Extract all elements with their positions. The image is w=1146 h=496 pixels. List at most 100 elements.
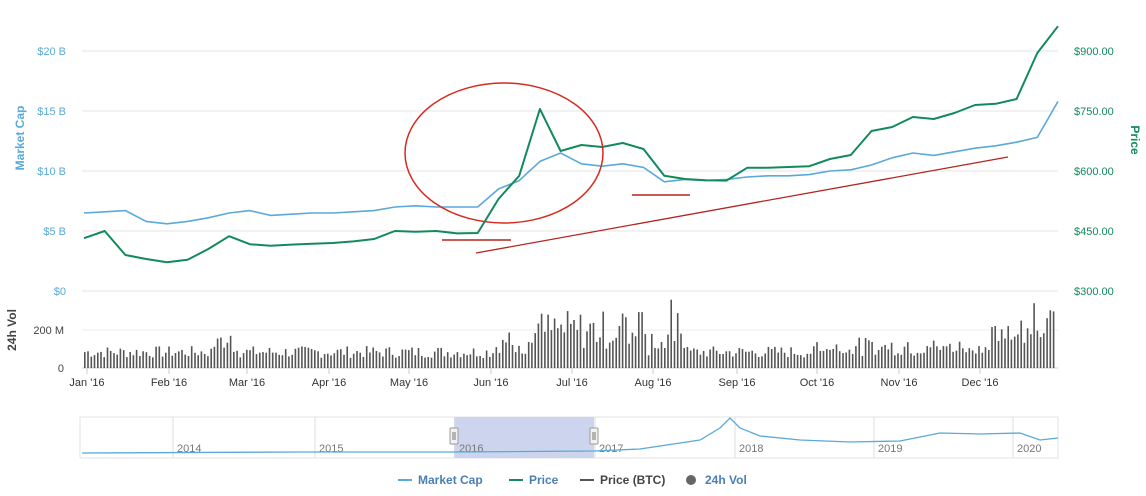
volume-bar [579,314,582,368]
volume-bar [851,353,854,368]
navigator[interactable]: 2014 2015 2016 2017 2018 2019 2020 [79,416,1059,459]
legend-item-0[interactable]: Market Cap [398,473,483,487]
volume-bar [534,333,536,368]
volume-bar [754,353,757,368]
volume-bar [365,346,368,368]
volume-bar [608,342,611,368]
volume-bar [508,332,510,368]
navigator-year-5: 2019 [878,443,902,455]
volume-bar [722,354,724,368]
volume-bar [398,356,400,368]
volume-bar [255,354,258,368]
volume-bar [806,353,809,368]
volume-bar [715,350,718,368]
navigator-year-3: 2017 [599,443,623,455]
volume-bar [955,350,958,368]
volume-bar [246,349,248,368]
handle-body [589,427,599,445]
volume-bar [297,347,300,368]
volume-bar [894,355,896,368]
volume-bar [395,357,397,368]
navigator-right-handle[interactable] [589,427,599,445]
volume-bar [343,354,345,368]
navigator-year-1: 2015 [319,443,343,455]
volume-bar [109,350,112,368]
volume-bar [349,357,352,368]
volume-bar [385,348,387,368]
volume-bar [651,333,653,368]
volume-bar [333,353,336,368]
volume-bar [453,354,455,368]
volume-bar [97,352,99,368]
volume-bar [848,349,851,368]
volume-bar [421,356,423,368]
legend-item-2[interactable]: Price (BTC) [580,473,665,487]
volume-bar [793,353,796,368]
volume-bar [388,347,391,368]
volume-bar [741,349,744,368]
volume-bar [890,342,893,368]
volume-bar [745,351,747,368]
volume-bar [103,357,105,368]
volume-bar [997,341,1000,368]
navigator-left-handle[interactable] [449,427,459,445]
volume-bar [226,342,229,368]
volume-bar [161,356,164,368]
volume-bar [505,342,507,368]
volume-bar [404,349,407,368]
volume-bar [408,350,410,368]
volume-bar [430,357,433,368]
volume-bar [566,311,569,368]
volume-bar [152,357,154,368]
volume-bar [252,346,255,368]
volume-bar [709,349,711,368]
volume-bar [978,346,980,368]
volume-bar [113,353,115,368]
volume-bar [158,346,161,368]
volume-bar [903,346,906,368]
volume-bar [359,352,361,368]
volume-bar [783,352,786,368]
volume-bar [184,354,186,368]
volume-bar [469,354,472,368]
volume-bar [437,348,439,368]
volume-bar [288,356,290,368]
volume-bar [774,346,776,368]
volume-bar [190,346,193,368]
volume-bar [203,354,206,368]
volume-bar [1049,310,1052,368]
volume-bar [233,351,235,368]
volume-bar [975,353,977,368]
volume-bar [968,348,971,368]
volume-tick-0: 0 [58,363,64,375]
volume-bar [897,353,899,368]
volume-bar [456,352,459,368]
volume-bar [988,349,990,368]
x-tick-10: Nov '16 [881,377,918,389]
volume-bar [424,357,426,368]
volume-bar [932,340,935,368]
navigator-year-6: 2020 [1017,443,1041,455]
volume-bar [835,344,838,368]
market-cap-tick-1: $5 B [43,226,66,238]
annotations [404,82,1009,254]
volume-bar [877,350,880,368]
volume-bar [693,348,695,368]
volume-bar [171,355,174,368]
volume-bar [187,356,190,368]
volume-bar [573,320,575,368]
volume-bar [174,353,177,368]
volume-bar [443,356,446,368]
volume-bar [336,349,339,368]
volume-bar [712,346,715,368]
volume-bar [521,353,523,368]
legend-item-3[interactable]: 24h Vol [686,473,747,487]
volume-bar [314,350,316,368]
legend-item-1[interactable]: Price [509,473,559,487]
x-axis: Jan '16 Feb '16 Mar '16 Apr '16 May '16 Jun '… [69,368,998,389]
volume-bar [638,312,640,368]
volume-bar [1052,311,1055,368]
navigator-year-2: 2016 [459,443,483,455]
volume-bar [816,342,818,368]
volume-bar [527,342,530,368]
